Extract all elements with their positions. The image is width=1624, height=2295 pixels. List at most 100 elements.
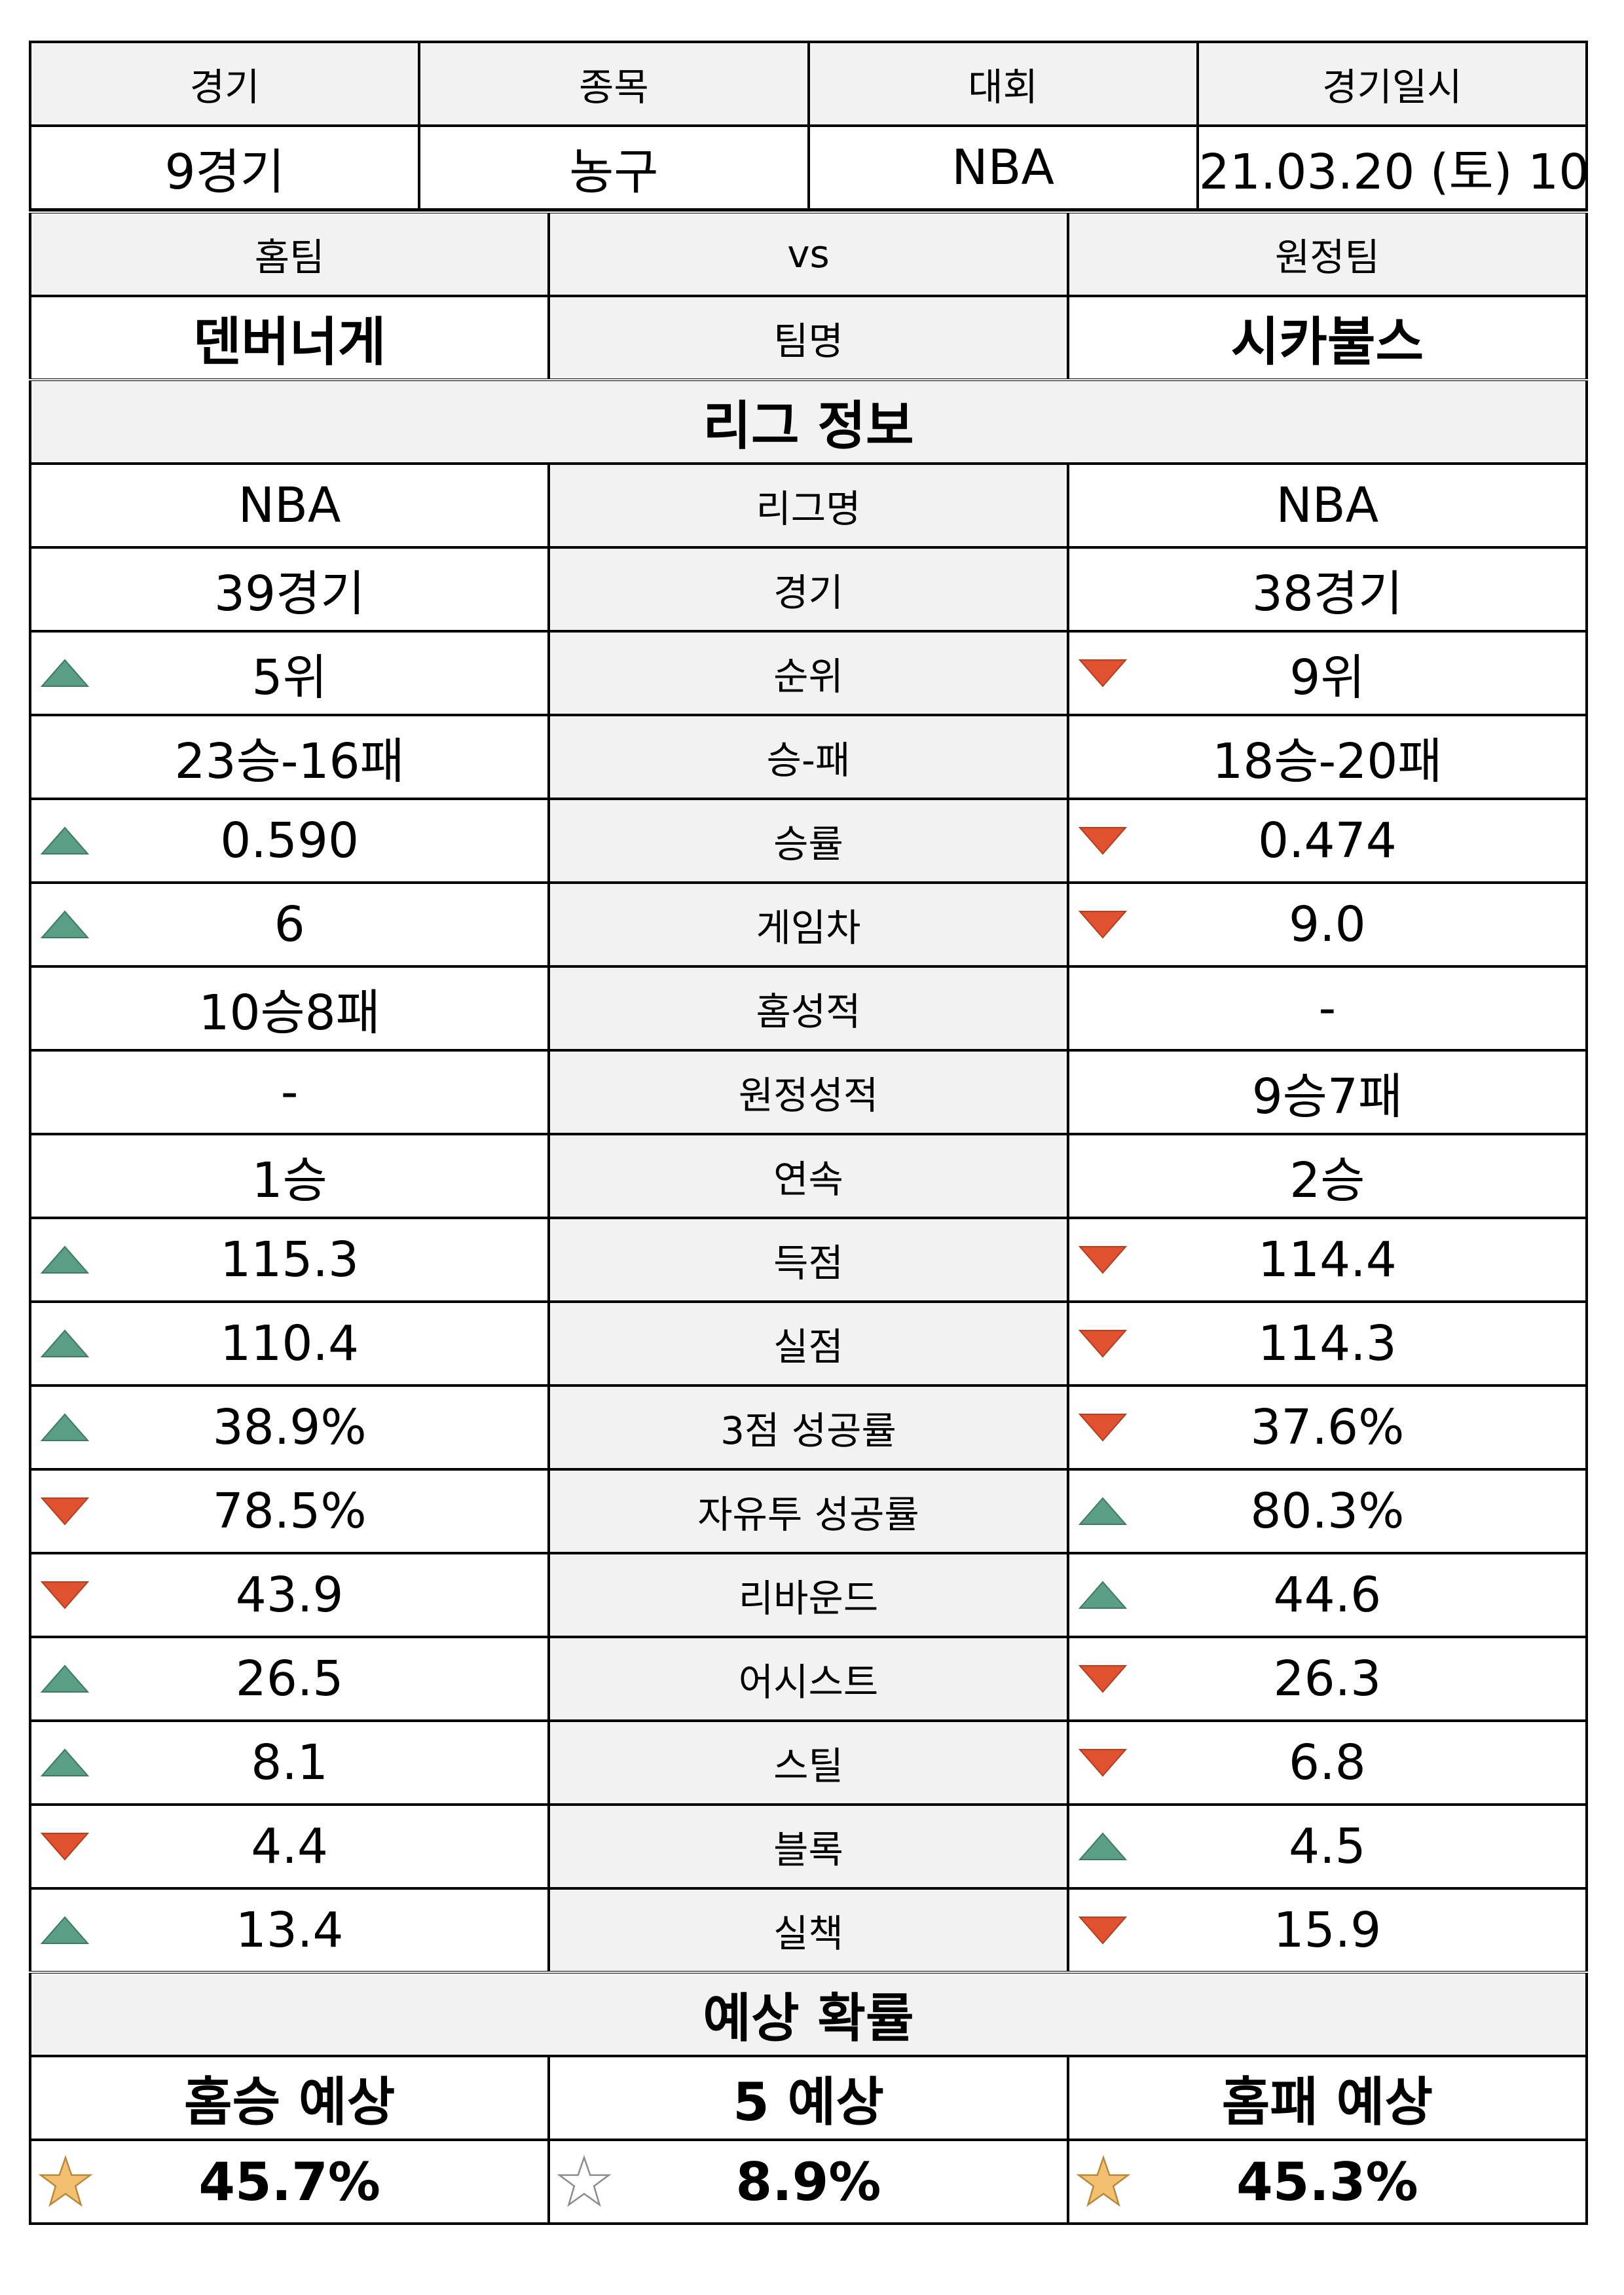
stat-home-cell: 110.4 bbox=[28, 1300, 551, 1387]
stat-home-cell: 5위 bbox=[28, 630, 551, 716]
stat-label: 자유투 성공률 bbox=[697, 1492, 919, 1537]
stat-home-cell: 1승 bbox=[28, 1133, 551, 1219]
stat-label-cell: 승률 bbox=[547, 798, 1069, 884]
stat-home-value: 1승 bbox=[251, 1152, 327, 1209]
stat-home-value: 39경기 bbox=[213, 565, 365, 622]
triangle-down-icon bbox=[40, 1581, 90, 1609]
stat-label: 실책 bbox=[773, 1911, 843, 1956]
stat-away-value: 38경기 bbox=[1251, 565, 1403, 622]
triangle-down-icon bbox=[1078, 1917, 1127, 1945]
prediction-home-loss-label: 홈패 예상 bbox=[1066, 2055, 1589, 2141]
stat-row: 5위 순위 9위 bbox=[28, 630, 1589, 716]
team-name-label: 팀명 bbox=[547, 295, 1069, 381]
stat-label: 승-패 bbox=[766, 738, 851, 782]
stat-label: 경기 bbox=[773, 570, 843, 615]
triangle-down-icon bbox=[1078, 911, 1127, 939]
match-league: NBA bbox=[807, 124, 1199, 211]
stat-away-cell: 26.3 bbox=[1066, 1636, 1589, 1722]
stat-home-cell: - bbox=[28, 1049, 551, 1135]
stat-label: 리바운드 bbox=[738, 1576, 879, 1621]
stat-row: 43.9 리바운드 44.6 bbox=[28, 1552, 1589, 1638]
stat-label: 게임차 bbox=[756, 906, 861, 950]
stat-row: 115.3 득점 114.4 bbox=[28, 1217, 1589, 1303]
triangle-up-icon bbox=[40, 910, 90, 938]
stat-away-value: 37.6% bbox=[1250, 1399, 1405, 1456]
stat-away-cell: 6.8 bbox=[1066, 1719, 1589, 1806]
match-header-datetime: 경기일시 bbox=[1196, 41, 1589, 127]
prediction-title: 예상 확률 bbox=[29, 1971, 1588, 2057]
stat-label-cell: 블록 bbox=[547, 1803, 1069, 1890]
stat-row: NBA 리그명 NBA bbox=[28, 462, 1589, 549]
match-header-game: 경기 bbox=[28, 41, 421, 127]
triangle-down-icon bbox=[1078, 1749, 1127, 1777]
stat-away-value: 9.0 bbox=[1289, 896, 1366, 953]
stat-home-value: - bbox=[280, 1064, 299, 1120]
prediction-home-win-value: 45.7% bbox=[198, 2151, 380, 2212]
stat-label: 원정성적 bbox=[738, 1073, 879, 1118]
stat-label: 실점 bbox=[773, 1325, 843, 1369]
stat-away-cell: 114.4 bbox=[1066, 1217, 1589, 1303]
stat-home-cell: 78.5% bbox=[28, 1468, 551, 1554]
stat-label: 스틸 bbox=[773, 1744, 843, 1788]
triangle-up-icon bbox=[40, 826, 90, 854]
prediction-home-loss-value: 45.3% bbox=[1236, 2151, 1418, 2212]
stat-label-cell: 스틸 bbox=[547, 1719, 1069, 1806]
stat-home-cell: 23승-16패 bbox=[28, 714, 551, 800]
triangle-up-icon bbox=[40, 1748, 90, 1776]
stat-home-cell: 115.3 bbox=[28, 1217, 551, 1303]
stat-row: 1승 연속 2승 bbox=[28, 1133, 1589, 1219]
stat-home-cell: 43.9 bbox=[28, 1552, 551, 1638]
stat-row: 0.590 승률 0.474 bbox=[28, 798, 1589, 884]
stat-label-cell: 리그명 bbox=[547, 462, 1069, 549]
stat-away-cell: 4.5 bbox=[1066, 1803, 1589, 1890]
stat-away-value: 15.9 bbox=[1273, 1902, 1382, 1958]
stat-away-cell: 44.6 bbox=[1066, 1552, 1589, 1638]
stat-label-cell: 승-패 bbox=[547, 714, 1069, 800]
stat-label: 승률 bbox=[773, 822, 843, 866]
match-sport: 농구 bbox=[418, 124, 810, 211]
stat-label-cell: 자유투 성공률 bbox=[547, 1468, 1069, 1554]
stat-home-value: NBA bbox=[238, 477, 341, 534]
stat-label-cell: 3점 성공률 bbox=[547, 1384, 1069, 1471]
vs-label: vs bbox=[547, 211, 1069, 297]
league-info-title: 리그 정보 bbox=[29, 378, 1588, 465]
prediction-home-loss-cell: 45.3% bbox=[1066, 2139, 1589, 2225]
home-team-name: 덴버너게 bbox=[28, 295, 551, 381]
stat-row: 39경기 경기 38경기 bbox=[28, 546, 1589, 633]
stat-home-cell: 13.4 bbox=[28, 1887, 551, 1974]
stat-row: 38.9% 3점 성공률 37.6% bbox=[28, 1384, 1589, 1471]
stat-away-value: 9승7패 bbox=[1251, 1068, 1403, 1125]
stat-row: 10승8패 홈성적 - bbox=[28, 965, 1589, 1052]
triangle-down-icon bbox=[1078, 1330, 1127, 1358]
stat-label-cell: 경기 bbox=[547, 546, 1069, 633]
stat-away-cell: 2승 bbox=[1066, 1133, 1589, 1219]
triangle-up-icon bbox=[40, 1664, 90, 1693]
stat-row: 78.5% 자유투 성공률 80.3% bbox=[28, 1468, 1589, 1554]
stat-home-cell: 38.9% bbox=[28, 1384, 551, 1471]
prediction-draw-label: 5 예상 bbox=[547, 2055, 1069, 2141]
stat-home-cell: 39경기 bbox=[28, 546, 551, 633]
league-stats-body: NBA 리그명 NBA 39경기 경기 38경기 5위 순위 9위 23승-16패 승-패 18승-2… bbox=[28, 462, 1589, 1974]
away-team-name: 시카불스 bbox=[1066, 295, 1589, 381]
stat-away-value: 18승-20패 bbox=[1212, 733, 1443, 790]
stat-home-value: 13.4 bbox=[235, 1902, 344, 1958]
stat-away-cell: 15.9 bbox=[1066, 1887, 1589, 1974]
team-stats-table: 홈팀 vs 원정팀 덴버너게 팀명 시카불스 리그 정보 NBA 리그명 NBA 39… bbox=[28, 211, 1589, 2225]
stat-away-cell: 9승7패 bbox=[1066, 1049, 1589, 1135]
stat-home-cell: NBA bbox=[28, 462, 551, 549]
triangle-down-icon bbox=[1078, 827, 1127, 855]
stat-away-cell: 9.0 bbox=[1066, 881, 1589, 968]
stat-home-value: 43.9 bbox=[235, 1567, 344, 1623]
match-header-league: 대회 bbox=[807, 41, 1199, 127]
stat-label: 순위 bbox=[773, 654, 843, 699]
stat-home-cell: 8.1 bbox=[28, 1719, 551, 1806]
stat-home-cell: 6 bbox=[28, 881, 551, 968]
stat-home-value: 23승-16패 bbox=[174, 733, 405, 790]
stat-label: 홈성적 bbox=[756, 989, 861, 1034]
star-filled-icon bbox=[38, 2155, 93, 2207]
stat-label: 블록 bbox=[773, 1827, 843, 1872]
stat-home-value: 115.3 bbox=[220, 1232, 360, 1288]
match-header-sport: 종목 bbox=[418, 41, 810, 127]
stat-away-value: 114.3 bbox=[1257, 1315, 1397, 1372]
prediction-home-win-label: 홈승 예상 bbox=[28, 2055, 551, 2141]
